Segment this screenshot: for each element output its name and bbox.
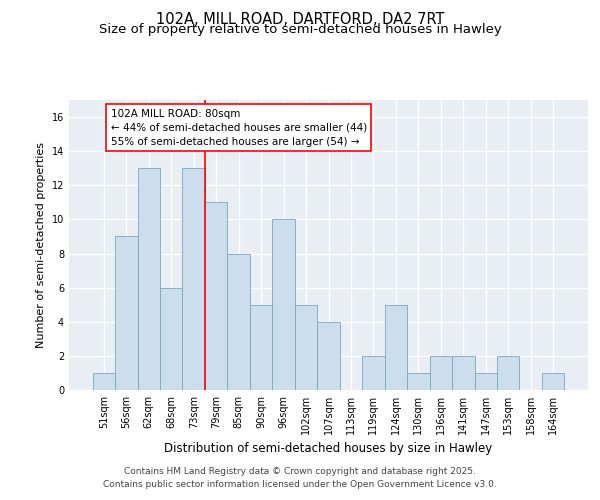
Text: 102A, MILL ROAD, DARTFORD, DA2 7RT: 102A, MILL ROAD, DARTFORD, DA2 7RT xyxy=(156,12,444,28)
Bar xyxy=(385,304,407,390)
Bar xyxy=(250,304,272,390)
Bar xyxy=(295,304,317,390)
Text: Size of property relative to semi-detached houses in Hawley: Size of property relative to semi-detach… xyxy=(98,24,502,36)
Bar xyxy=(407,373,430,390)
Bar xyxy=(362,356,385,390)
Bar xyxy=(430,356,452,390)
Bar xyxy=(92,373,115,390)
Bar xyxy=(137,168,160,390)
Bar xyxy=(160,288,182,390)
Text: 102A MILL ROAD: 80sqm
← 44% of semi-detached houses are smaller (44)
55% of semi: 102A MILL ROAD: 80sqm ← 44% of semi-deta… xyxy=(110,108,367,146)
Bar xyxy=(542,373,565,390)
Bar xyxy=(182,168,205,390)
Y-axis label: Number of semi-detached properties: Number of semi-detached properties xyxy=(36,142,46,348)
Bar xyxy=(497,356,520,390)
Bar xyxy=(115,236,137,390)
Bar xyxy=(317,322,340,390)
Bar xyxy=(205,202,227,390)
Text: Contains HM Land Registry data © Crown copyright and database right 2025.
Contai: Contains HM Land Registry data © Crown c… xyxy=(103,468,497,489)
Bar xyxy=(475,373,497,390)
X-axis label: Distribution of semi-detached houses by size in Hawley: Distribution of semi-detached houses by … xyxy=(164,442,493,456)
Bar xyxy=(272,220,295,390)
Bar xyxy=(227,254,250,390)
Bar xyxy=(452,356,475,390)
